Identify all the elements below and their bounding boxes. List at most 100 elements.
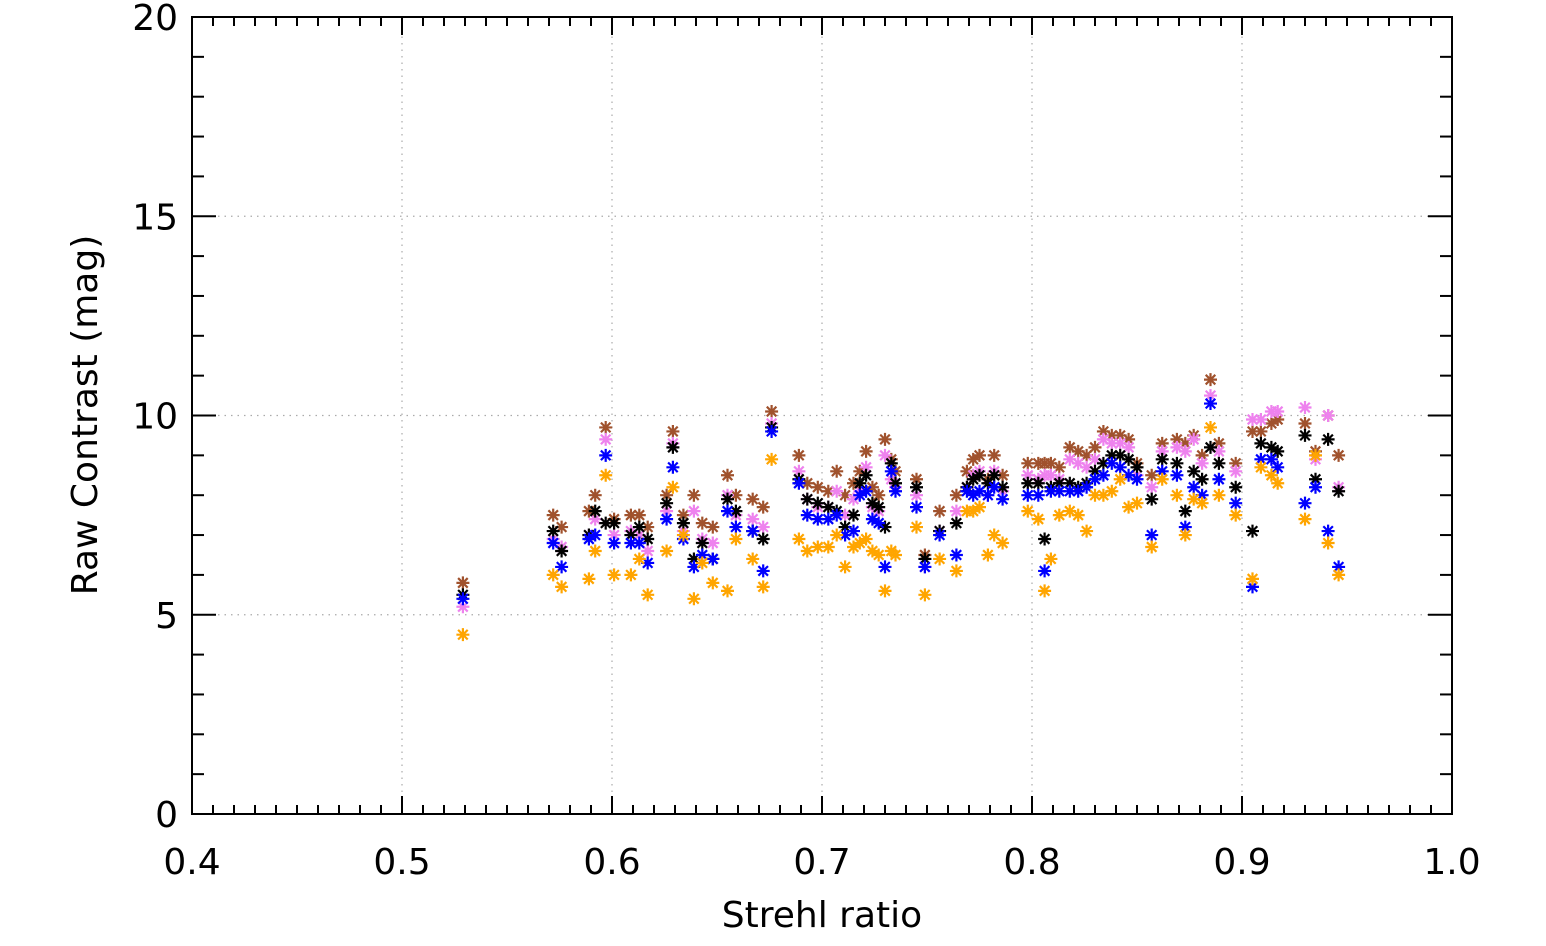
data-point: [555, 560, 569, 574]
data-point: [1187, 432, 1201, 446]
data-point: [1113, 460, 1127, 474]
data-point: [872, 548, 886, 562]
data-point: [1113, 448, 1127, 462]
data-point: [981, 488, 995, 502]
data-point: [1044, 456, 1058, 470]
data-point: [847, 524, 860, 538]
data-point: [729, 520, 743, 534]
data-point: [1044, 484, 1058, 498]
data-point: [1178, 444, 1192, 458]
data-point: [792, 532, 806, 546]
data-point: [884, 464, 898, 478]
data-point: [1298, 401, 1312, 415]
data-point: [695, 556, 709, 570]
data-point: [676, 516, 690, 530]
data-point: [1195, 456, 1209, 470]
data-point: [1170, 432, 1184, 446]
data-point: [1178, 520, 1192, 534]
data-point: [853, 488, 867, 502]
data-point: [721, 492, 734, 506]
data-point: [1309, 480, 1322, 494]
data-point: [641, 556, 655, 570]
data-point: [1031, 476, 1045, 490]
data-point: [632, 508, 646, 522]
data-point: [746, 524, 760, 538]
data-point: [1096, 468, 1110, 482]
data-point: [981, 548, 995, 562]
data-point: [821, 512, 835, 526]
data-point: [1271, 412, 1285, 426]
y-tick-label: 15: [132, 197, 178, 238]
data-point: [1021, 456, 1035, 470]
data-point: [1021, 468, 1035, 482]
data-point: [859, 532, 873, 546]
data-point: [960, 464, 974, 478]
data-point: [1271, 476, 1285, 490]
data-point: [756, 520, 770, 534]
data-point: [996, 536, 1010, 550]
data-point: [830, 484, 844, 498]
data-point: [588, 512, 602, 526]
data-point: [729, 532, 743, 546]
data-point: [1063, 452, 1077, 466]
data-point: [792, 464, 806, 478]
data-point: [721, 584, 734, 598]
data-point: [706, 520, 720, 534]
data-point: [1063, 504, 1077, 518]
data-point: [1229, 508, 1243, 522]
data-point: [1052, 484, 1066, 498]
data-point: [632, 536, 646, 550]
data-point: [1130, 496, 1144, 510]
data-point: [1332, 560, 1346, 574]
data-point: [1052, 460, 1066, 474]
data-point: [1122, 468, 1136, 482]
data-point: [588, 488, 602, 502]
data-point: [1145, 528, 1159, 542]
data-point: [973, 500, 986, 514]
data-point: [1204, 420, 1217, 434]
data-point: [1212, 488, 1226, 502]
data-point: [821, 500, 835, 514]
data-point: [987, 468, 1001, 482]
data-point: [1298, 428, 1312, 442]
data-point: [588, 504, 602, 518]
data-point: [1080, 448, 1094, 462]
data-point: [632, 552, 646, 566]
data-point: [607, 528, 621, 542]
data-point: [838, 488, 852, 502]
data-point: [756, 500, 770, 514]
data-point: [1309, 448, 1322, 462]
data-point: [607, 516, 621, 530]
data-point: [910, 488, 923, 502]
data-point: [632, 520, 646, 534]
data-point: [1212, 456, 1226, 470]
data-point: [607, 536, 621, 550]
data-point: [624, 536, 638, 550]
data-point: [676, 508, 690, 522]
data-point: [1038, 584, 1052, 598]
data-point: [1187, 464, 1201, 478]
data-point: [1088, 488, 1102, 502]
data-point: [792, 448, 806, 462]
data-point: [1264, 416, 1278, 430]
x-tick-label: 0.8: [1003, 842, 1060, 883]
data-point: [1246, 412, 1259, 426]
labels-layer: 0.4 0.5 0.6 0.7 0.8 0.9 1.0 0 5 10 15 20: [132, 0, 1480, 883]
data-point: [996, 468, 1010, 482]
data-point: [456, 628, 470, 642]
data-point: [1031, 512, 1045, 526]
data-point: [838, 520, 852, 534]
data-point: [847, 492, 860, 506]
data-point: [872, 488, 886, 502]
data-point: [588, 528, 602, 542]
data-point: [1096, 456, 1110, 470]
data-point: [1321, 524, 1335, 538]
data-point: [987, 528, 1001, 542]
data-point: [1246, 572, 1259, 586]
data-point: [582, 572, 596, 586]
data-point: [632, 528, 646, 542]
data-point: [1264, 452, 1278, 466]
data-point: [1088, 440, 1102, 454]
data-point: [1088, 472, 1102, 486]
data-point: [1229, 464, 1243, 478]
